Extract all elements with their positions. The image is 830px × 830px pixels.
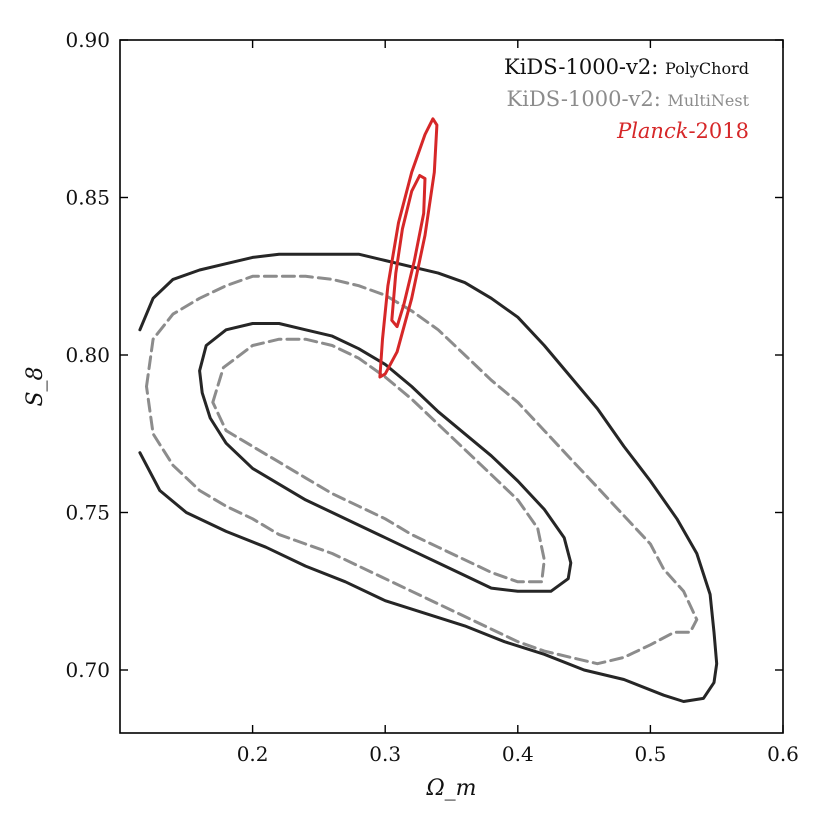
x-tick-label: 0.5 bbox=[634, 742, 666, 766]
y-tick-label: 0.75 bbox=[65, 501, 110, 525]
x-axis-label: Ω_m bbox=[425, 776, 476, 801]
legend-entry-planck: Planck-2018 bbox=[616, 119, 749, 143]
contour-polychord-95 bbox=[138, 252, 719, 703]
legend: KiDS-1000-v2: PolyChord KiDS-1000-v2: Mu… bbox=[504, 55, 750, 143]
plot-frame bbox=[119, 39, 784, 734]
y-tick-label: 0.70 bbox=[65, 658, 110, 682]
x-tick-label: 0.3 bbox=[369, 742, 401, 766]
legend-entry-polychord: KiDS-1000-v2: PolyChord bbox=[504, 55, 749, 79]
contour-polychord-68 bbox=[198, 322, 573, 593]
legend-entry-multinest: KiDS-1000-v2: MultiNest bbox=[507, 87, 750, 111]
y-axis-label: S_8 bbox=[23, 366, 48, 406]
contour-multinest-68 bbox=[211, 337, 546, 584]
y-tick-label: 0.80 bbox=[65, 343, 110, 367]
x-tick-label: 0.2 bbox=[237, 742, 269, 766]
x-tick-label: 0.4 bbox=[502, 742, 534, 766]
y-tick-label: 0.85 bbox=[65, 186, 110, 210]
x-tick-label: 0.6 bbox=[767, 742, 799, 766]
contour-planck-95 bbox=[378, 117, 439, 379]
contour-planck-68 bbox=[390, 174, 427, 329]
contour-layer bbox=[138, 117, 719, 703]
contour-multinest-95 bbox=[145, 274, 699, 666]
y-tick-label: 0.90 bbox=[65, 28, 110, 52]
tick-layer: 0.2 0.3 0.4 0.5 0.6 0.70 0.75 0.80 0.85 0.90 bbox=[65, 28, 798, 766]
